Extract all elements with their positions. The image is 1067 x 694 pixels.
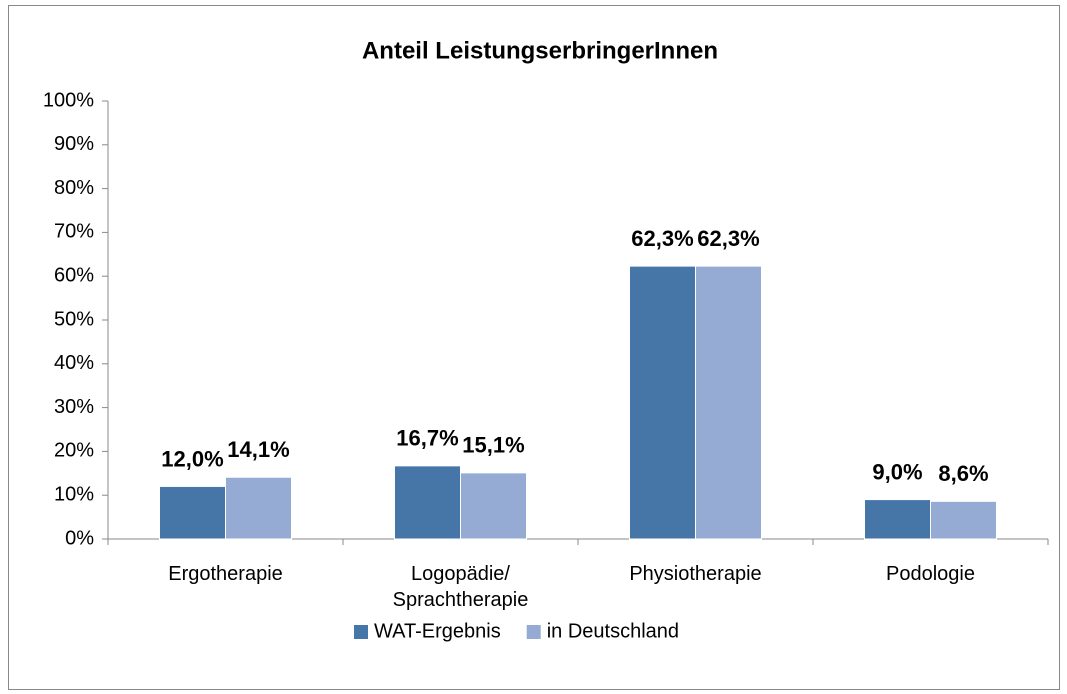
chart-border — [8, 5, 1060, 690]
data-label: 12,0% — [161, 446, 223, 471]
data-label: 62,3% — [697, 226, 759, 251]
bar — [225, 476, 292, 540]
x-tick-label: Podologie — [886, 563, 975, 585]
bar — [159, 485, 226, 540]
bar — [930, 500, 997, 540]
y-tick-label: 100% — [43, 89, 94, 111]
data-label: 62,3% — [631, 226, 693, 251]
bar — [394, 465, 461, 540]
bar — [629, 265, 696, 540]
y-tick-label: 10% — [54, 483, 94, 505]
y-tick-label: 90% — [54, 133, 94, 155]
legend-swatch — [526, 625, 541, 639]
data-label: 8,6% — [938, 461, 988, 486]
data-label: 15,1% — [462, 433, 524, 458]
x-tick-label: Physiotherapie — [629, 563, 762, 585]
data-label: 16,7% — [396, 426, 458, 451]
x-tick-label: Logopädie/ Sprachtherapie — [392, 563, 529, 611]
chart-title: Anteil LeistungserbringerInnen — [362, 37, 718, 64]
bar — [864, 499, 931, 540]
y-tick-label: 80% — [54, 177, 94, 199]
legend-label: in Deutschland — [547, 620, 679, 642]
legend-swatch — [354, 625, 368, 639]
x-tick-label: Ergotherapie — [168, 563, 283, 585]
y-tick-label: 30% — [54, 396, 94, 418]
bar — [460, 472, 527, 540]
y-tick-label: 70% — [54, 221, 94, 243]
y-tick-label: 20% — [54, 440, 94, 462]
y-tick-label: 40% — [54, 352, 94, 374]
data-label: 9,0% — [872, 459, 922, 484]
legend-label: WAT-Ergebnis — [374, 620, 501, 642]
data-label: 14,1% — [227, 437, 289, 462]
y-tick-label: 60% — [54, 264, 94, 286]
bar — [695, 265, 762, 540]
y-tick-label: 50% — [54, 308, 94, 330]
y-tick-label: 0% — [65, 527, 94, 549]
